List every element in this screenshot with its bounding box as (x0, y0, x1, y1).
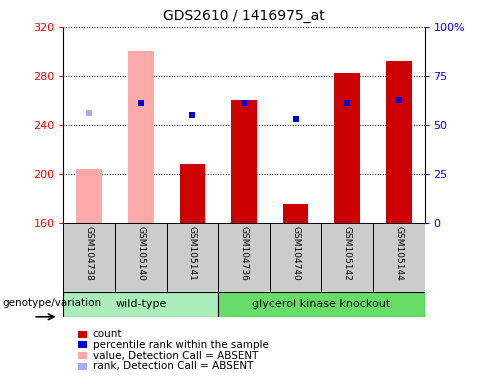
Bar (115, 223, 166, 292)
Text: wild-type: wild-type (115, 299, 166, 310)
Bar (373, 223, 425, 292)
Bar (386, 61, 412, 223)
Bar (283, 204, 308, 223)
Bar (231, 100, 257, 223)
Text: GSM105141: GSM105141 (188, 226, 197, 281)
Bar (128, 51, 154, 223)
Bar (334, 73, 360, 223)
Text: rank, Detection Call = ABSENT: rank, Detection Call = ABSENT (93, 361, 253, 371)
Text: GSM104740: GSM104740 (291, 226, 300, 281)
Text: GSM104736: GSM104736 (240, 226, 248, 281)
Bar (218, 223, 270, 292)
Text: GSM105144: GSM105144 (394, 226, 403, 281)
Bar (76, 169, 102, 223)
Bar (166, 223, 218, 292)
Bar (322, 223, 373, 292)
Text: count: count (93, 329, 122, 339)
Text: GSM104738: GSM104738 (85, 226, 94, 281)
Text: value, Detection Call = ABSENT: value, Detection Call = ABSENT (93, 351, 258, 361)
Bar (270, 223, 322, 292)
Text: genotype/variation: genotype/variation (2, 298, 102, 308)
Bar (63, 292, 218, 317)
Title: GDS2610 / 1416975_at: GDS2610 / 1416975_at (163, 9, 325, 23)
Text: GSM105140: GSM105140 (136, 226, 145, 281)
Text: GSM105142: GSM105142 (343, 226, 352, 281)
Text: glycerol kinase knockout: glycerol kinase knockout (252, 299, 390, 310)
Bar (180, 164, 205, 223)
Bar (218, 292, 425, 317)
Text: percentile rank within the sample: percentile rank within the sample (93, 340, 268, 350)
Bar (63, 223, 115, 292)
